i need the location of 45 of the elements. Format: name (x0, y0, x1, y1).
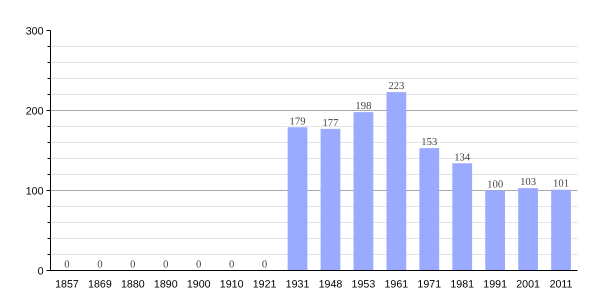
x-tick-label: 2001 (516, 278, 540, 290)
data-label: 103 (520, 177, 536, 188)
data-label: 0 (196, 260, 202, 270)
data-label: 0 (262, 260, 268, 270)
bar (354, 112, 374, 270)
y-tick-label: 300 (26, 26, 44, 38)
x-tick-label: 1890 (154, 278, 178, 290)
x-tick-label: 1880 (120, 278, 145, 290)
bar (551, 190, 571, 270)
x-tick-label: 1869 (88, 278, 112, 290)
bar (386, 92, 406, 270)
x-tick-label: 1910 (220, 278, 244, 290)
data-label: 198 (355, 101, 372, 112)
x-tick-label: 1857 (55, 278, 79, 290)
bar (419, 148, 440, 270)
x-tick-label: 1991 (483, 278, 508, 290)
data-label: 0 (228, 260, 234, 270)
data-label: 153 (421, 137, 438, 148)
data-label: 179 (290, 116, 306, 128)
data-label: 223 (388, 81, 404, 92)
x-tick-label: 1948 (318, 278, 342, 290)
bar (518, 188, 538, 270)
data-label: 0 (97, 260, 103, 270)
x-tick-label: 1953 (352, 278, 376, 290)
data-label: 101 (553, 178, 570, 190)
y-tick-label: 0 (38, 266, 44, 278)
bar (288, 127, 308, 270)
x-tick-label: 1961 (384, 278, 408, 290)
data-label: 0 (163, 260, 168, 270)
x-tick-label: 1971 (417, 278, 442, 290)
data-label: 177 (322, 118, 340, 129)
data-label: 134 (454, 152, 471, 164)
y-tick-label: 200 (26, 106, 44, 118)
x-tick-label: 1921 (252, 278, 277, 290)
bar (485, 190, 506, 270)
data-label: 100 (487, 180, 504, 190)
x-tick-label: 1931 (286, 278, 310, 290)
data-label: 0 (130, 260, 136, 270)
bar (320, 128, 340, 270)
data-label: 0 (64, 260, 70, 270)
x-tick-label: 1900 (186, 278, 211, 290)
x-tick-label: 2011 (550, 278, 573, 290)
x-tick-label: 1981 (450, 278, 474, 290)
bar (452, 163, 472, 270)
y-tick-label: 100 (26, 186, 44, 198)
